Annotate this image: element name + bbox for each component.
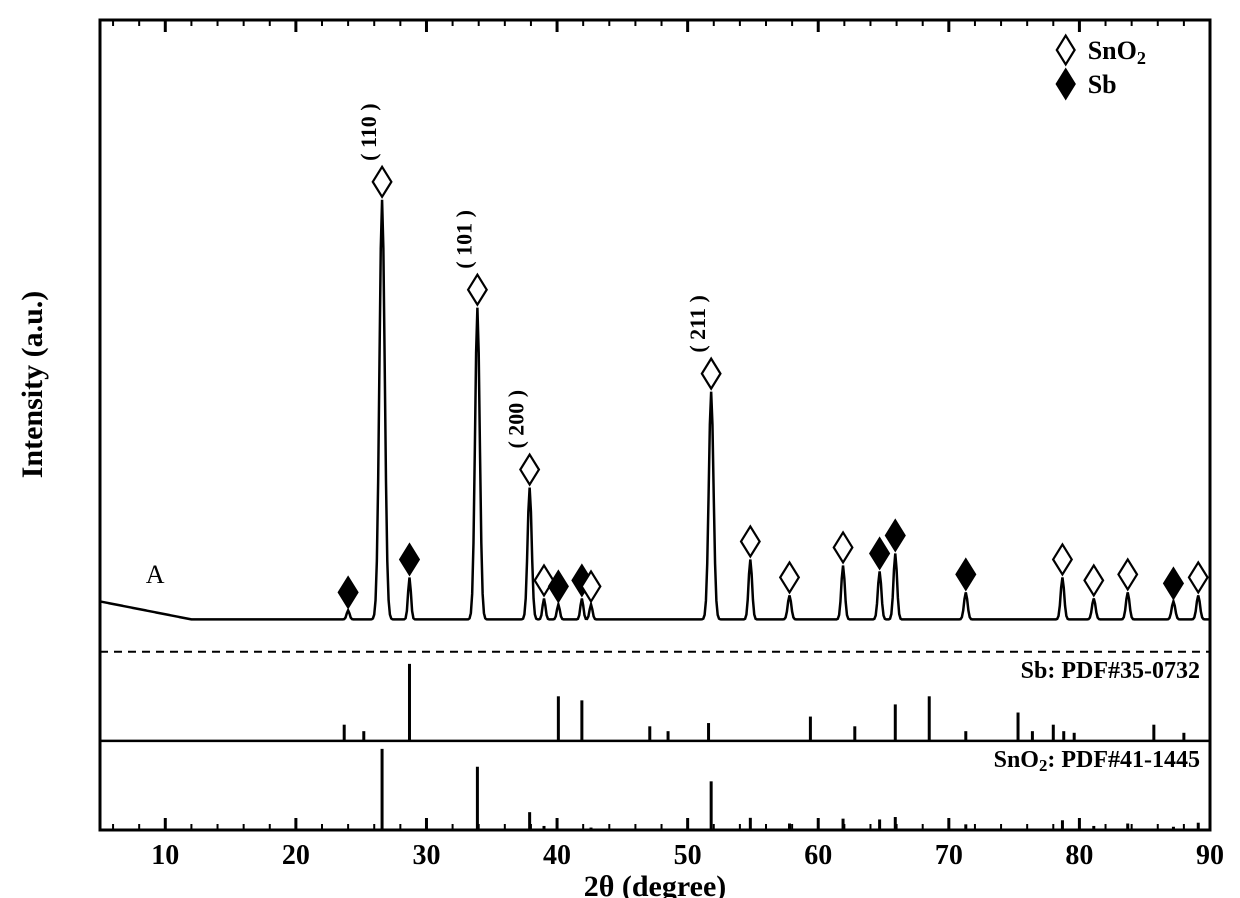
svg-text:80: 80 xyxy=(1065,840,1093,871)
svg-text:50: 50 xyxy=(674,840,702,871)
svg-text:Intensity (a.u.): Intensity (a.u.) xyxy=(16,291,49,479)
svg-text:2θ (degree): 2θ (degree) xyxy=(584,870,727,898)
svg-text:( 200 ): ( 200 ) xyxy=(504,390,529,449)
svg-text:10: 10 xyxy=(151,840,179,871)
svg-text:60: 60 xyxy=(804,840,832,871)
xrd-chart: 10 20 30 40 50 60 70 80 90 2θ (degree) Intensity (… xyxy=(0,0,1240,898)
svg-text:30: 30 xyxy=(412,840,440,871)
svg-text:( 211 ): ( 211 ) xyxy=(685,295,710,352)
svg-text:A: A xyxy=(146,560,165,589)
svg-text:40: 40 xyxy=(543,840,571,871)
svg-text:90: 90 xyxy=(1196,840,1224,871)
svg-text:Sb: Sb xyxy=(1088,70,1117,99)
svg-text:Sb: PDF#35-0732: Sb: PDF#35-0732 xyxy=(1021,658,1200,684)
svg-text:70: 70 xyxy=(935,840,963,871)
svg-text:20: 20 xyxy=(282,840,310,871)
svg-text:( 101 ): ( 101 ) xyxy=(451,210,476,269)
svg-text:( 110 ): ( 110 ) xyxy=(356,103,381,160)
svg-text:SnO2: PDF#41-1445: SnO2: PDF#41-1445 xyxy=(994,747,1200,775)
